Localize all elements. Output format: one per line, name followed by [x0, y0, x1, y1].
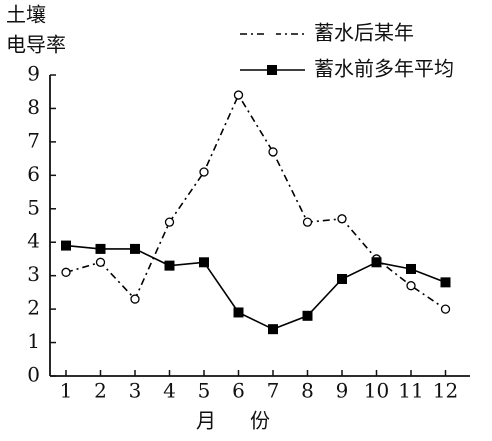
marker [164, 217, 175, 227]
x-tick-label: 8 [301, 379, 314, 403]
x-axis-label: 月份 [196, 409, 304, 433]
x-tick-label: 5 [198, 379, 211, 403]
y-tick-label: 9 [27, 62, 40, 86]
marker [371, 257, 382, 268]
x-tick-label: 11 [398, 379, 423, 403]
legend-label: 蓄水前多年平均 [314, 57, 454, 81]
marker [267, 65, 277, 75]
marker [199, 167, 209, 177]
marker [337, 214, 347, 224]
marker [164, 260, 175, 271]
y-tick-label: 1 [27, 329, 40, 353]
legend-label: 蓄水后某年 [314, 21, 414, 45]
series-line [65, 93, 446, 310]
y-tick-label: 4 [27, 229, 40, 253]
marker [440, 277, 451, 288]
marker [130, 243, 140, 254]
x-tick-label: 2 [94, 379, 107, 403]
marker [268, 30, 276, 38]
x-tick-label: 4 [163, 379, 176, 403]
y-tick-label: 6 [27, 162, 40, 186]
y-tick-label: 2 [27, 296, 40, 320]
marker [406, 281, 416, 291]
y-tick-label: 7 [27, 128, 40, 152]
marker [337, 274, 347, 285]
marker [199, 257, 209, 268]
x-tick-label: 9 [336, 379, 349, 403]
y-axis-label: 土壤 [6, 3, 46, 27]
y-tick-label: 8 [27, 95, 40, 119]
x-tick-label: 12 [433, 379, 458, 403]
series-line [65, 244, 446, 331]
y-axis-label: 电导率 [6, 33, 66, 57]
marker [95, 243, 106, 254]
marker [406, 263, 416, 274]
marker [268, 147, 278, 157]
x-tick-label: 7 [267, 379, 280, 403]
x-tick-label: 6 [232, 379, 245, 403]
marker [61, 267, 71, 277]
marker [440, 304, 451, 314]
marker [233, 307, 244, 318]
y-tick-label: 0 [27, 363, 40, 387]
marker [130, 294, 140, 304]
x-tick-label: 3 [129, 379, 142, 403]
marker [95, 257, 106, 267]
marker [61, 240, 71, 251]
x-tick-label: 10 [364, 379, 389, 403]
x-tick-label: 1 [60, 379, 73, 403]
marker [268, 324, 278, 335]
marker [302, 310, 313, 321]
y-tick-label: 5 [27, 195, 40, 219]
marker [233, 90, 244, 100]
y-tick-label: 3 [27, 262, 40, 286]
marker [302, 217, 313, 227]
